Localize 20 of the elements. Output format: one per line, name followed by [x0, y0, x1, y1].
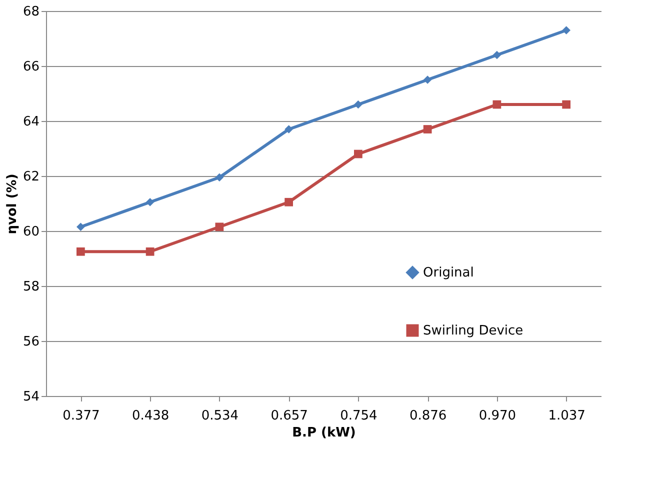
y-tick-label: 66	[22, 60, 40, 74]
x-tick-label: 0.377	[62, 408, 100, 424]
x-tick-label: 1.037	[548, 408, 586, 424]
legend-label: Swirling Device	[423, 324, 524, 338]
y-tick-label: 68	[22, 4, 40, 20]
y-tick-label: 56	[22, 334, 40, 350]
y-axis-title: ηvol (%)	[4, 174, 20, 234]
y-tick-label: 60	[22, 224, 40, 240]
x-axis-title: B.P (kW)	[292, 426, 356, 440]
x-tick-label: 0.876	[409, 408, 447, 424]
x-tick-label: 0.534	[201, 408, 239, 424]
x-tick-label: 0.970	[478, 408, 516, 424]
y-tick-label: 58	[22, 280, 40, 294]
legend-label: Original	[423, 266, 474, 280]
y-tick-label: 54	[22, 390, 40, 404]
x-tick-label: 0.754	[340, 408, 378, 424]
y-tick-label: 64	[22, 114, 40, 130]
x-tick-label: 0.657	[270, 408, 308, 424]
x-tick-label: 0.438	[132, 408, 170, 424]
y-tick-label: 62	[22, 170, 40, 184]
